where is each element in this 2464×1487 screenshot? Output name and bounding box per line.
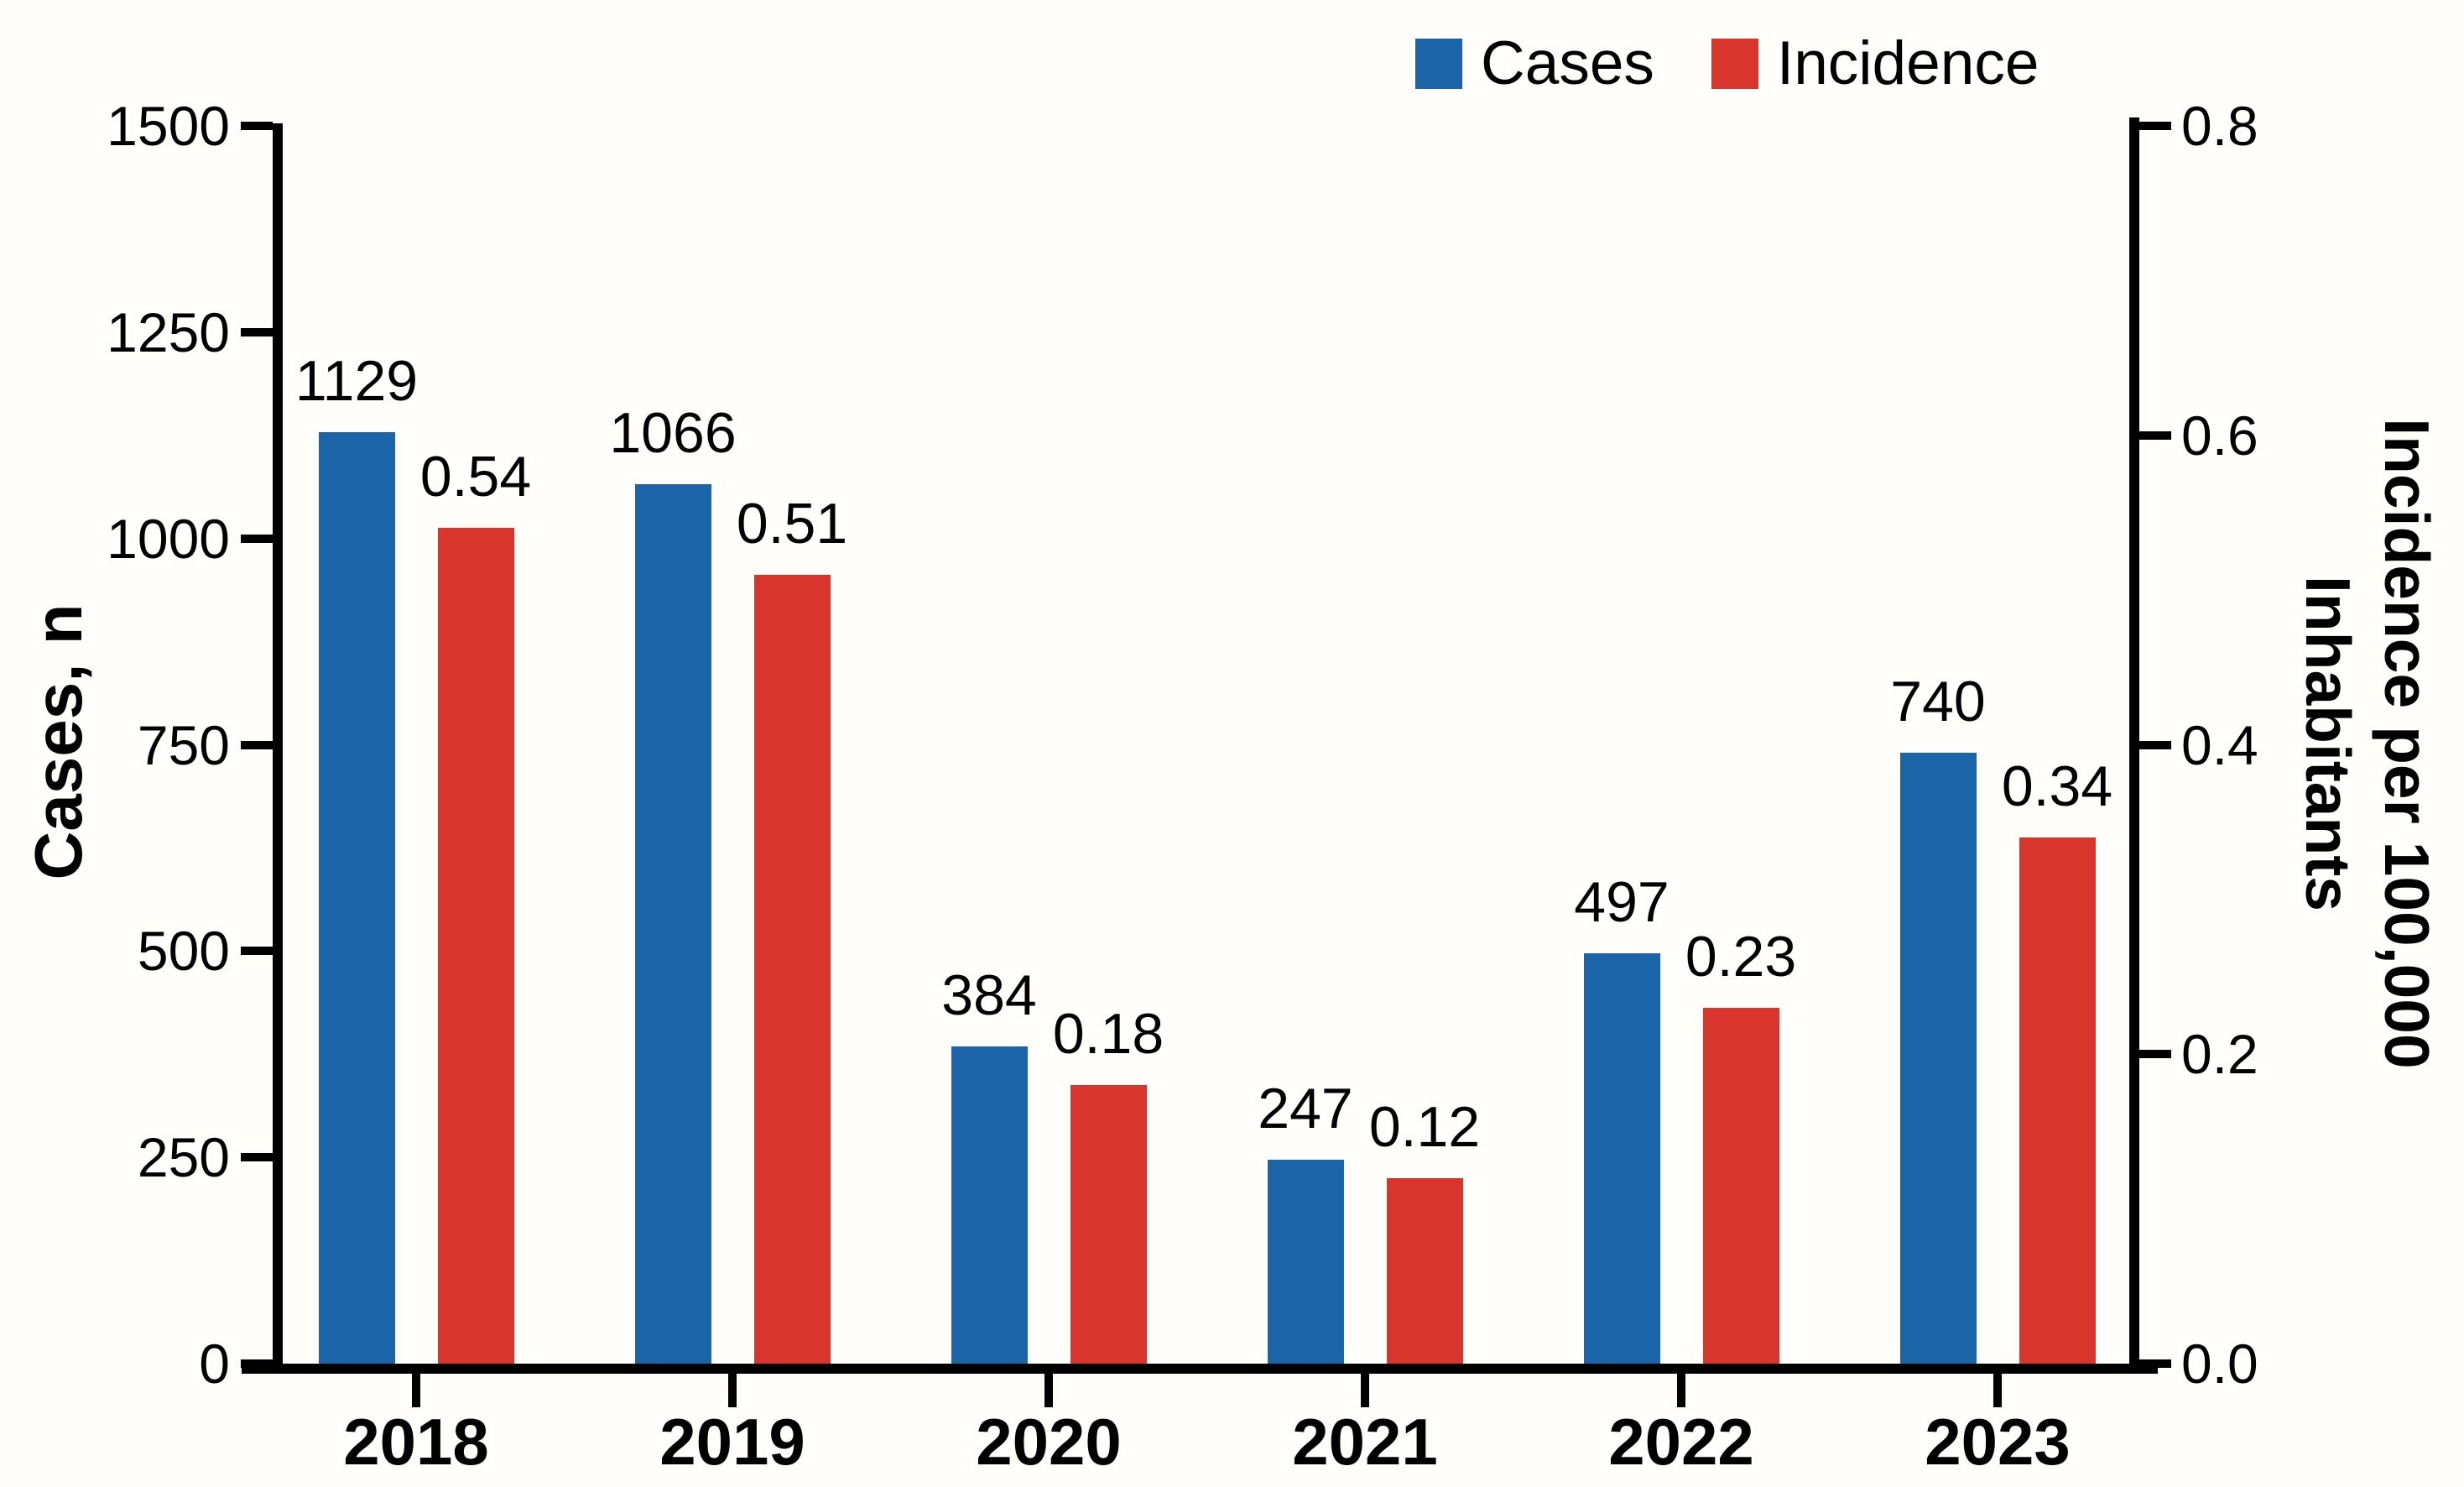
left-axis-tick (241, 947, 273, 956)
left-axis-tick (241, 1359, 273, 1368)
bar-cases-2020 (951, 1046, 1028, 1364)
bar-cases-2022 (1583, 953, 1660, 1364)
right-axis-tick (2139, 122, 2171, 130)
left-axis-tick (241, 1153, 273, 1162)
left-axis-tick-label: 250 (137, 1126, 230, 1189)
x-axis-label-2020: 2020 (976, 1405, 1122, 1479)
left-axis-tick-label: 1500 (107, 95, 230, 157)
bar-incidence-2021 (1386, 1177, 1463, 1364)
right-axis-tick (2139, 1050, 2171, 1059)
right-axis-title-line2: Inhabitants (2293, 575, 2363, 912)
value-label-cases-2022: 497 (1574, 870, 1670, 935)
left-axis-tick-label: 0 (199, 1333, 230, 1395)
right-axis-tick (2139, 430, 2171, 440)
left-axis-line (273, 123, 283, 1374)
right-axis-tick (2139, 740, 2171, 749)
legend-swatch-incidence-icon (1711, 39, 1758, 89)
value-label-incidence-2022: 0.23 (1685, 924, 1797, 989)
bar-cases-2019 (634, 483, 711, 1364)
value-label-cases-2019: 1066 (609, 400, 737, 465)
x-axis-label-2019: 2019 (659, 1405, 805, 1479)
bar-incidence-2020 (1070, 1085, 1147, 1364)
left-axis-tick-label: 750 (137, 713, 230, 776)
left-axis-tick (241, 327, 273, 337)
x-axis-tick-2022 (1677, 1374, 1685, 1407)
right-axis-tick-label: 0.0 (2181, 1333, 2258, 1395)
right-axis-tick-label: 0.2 (2181, 1023, 2258, 1086)
left-axis-tick (241, 122, 273, 130)
right-axis-title-line1: Incidence per 100,000 (2372, 418, 2442, 1069)
value-label-incidence-2019: 0.51 (736, 491, 848, 556)
x-axis-label-2023: 2023 (1925, 1405, 2071, 1479)
x-axis-label-2021: 2021 (1292, 1405, 1438, 1479)
right-axis-tick (2139, 1359, 2171, 1368)
value-label-incidence-2023: 0.34 (2001, 754, 2113, 819)
value-label-cases-2018: 1129 (294, 348, 419, 413)
bar-incidence-2022 (1702, 1007, 1779, 1364)
left-axis-tick-label: 1000 (107, 507, 230, 570)
left-axis-tick-label: 1250 (107, 300, 230, 363)
value-label-incidence-2021: 0.12 (1368, 1094, 1481, 1159)
left-axis-tick-label: 500 (137, 920, 230, 983)
value-label-cases-2023: 740 (1890, 670, 1986, 734)
legend: Cases Incidence (1415, 29, 2039, 97)
value-label-incidence-2018: 0.54 (419, 445, 532, 509)
bar-incidence-2019 (753, 574, 831, 1364)
right-axis-title: Incidence per 100,000 Inhabitants (2289, 418, 2446, 1068)
bar-cases-2018 (318, 431, 395, 1364)
right-axis-line (2129, 117, 2139, 1374)
legend-swatch-cases-icon (1415, 39, 1462, 89)
left-axis-tick (241, 740, 273, 749)
x-axis-tick-2018 (412, 1374, 420, 1407)
x-axis-tick-2019 (728, 1374, 737, 1407)
bar-incidence-2018 (437, 528, 514, 1364)
right-axis-tick-label: 0.6 (2181, 404, 2258, 467)
left-axis-tick (241, 534, 273, 543)
value-label-cases-2020: 384 (941, 963, 1037, 1028)
bar-cases-2021 (1267, 1160, 1344, 1364)
right-axis-tick-label: 0.4 (2181, 713, 2258, 776)
x-axis-baseline (242, 1364, 2158, 1374)
x-axis-label-2022: 2022 (1608, 1405, 1754, 1479)
legend-label-cases: Cases (1481, 29, 1654, 97)
x-axis-tick-2021 (1361, 1374, 1369, 1407)
x-axis-tick-2020 (1044, 1374, 1053, 1407)
bar-incidence-2023 (2019, 837, 2096, 1364)
right-axis-tick-label: 0.8 (2181, 95, 2258, 157)
x-axis-tick-2023 (1993, 1374, 2002, 1407)
value-label-incidence-2020: 0.18 (1052, 1002, 1164, 1067)
bar-cases-2023 (1899, 753, 1977, 1364)
legend-label-incidence: Incidence (1776, 29, 2039, 97)
left-axis-title: Cases, n (21, 603, 96, 880)
value-label-cases-2021: 247 (1258, 1077, 1353, 1141)
x-axis-label-2018: 2018 (343, 1405, 489, 1479)
